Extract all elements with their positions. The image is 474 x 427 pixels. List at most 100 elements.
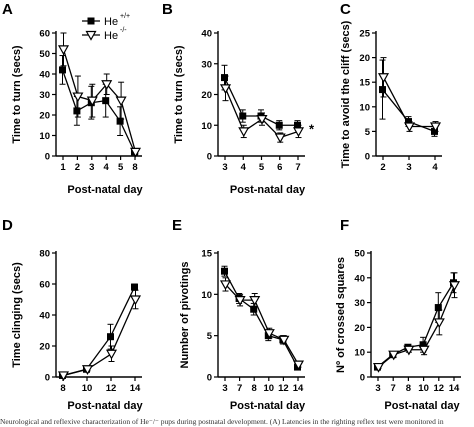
x-tick-label: 4	[104, 162, 110, 173]
y-tick-label: 40	[354, 273, 365, 284]
series-line	[223, 270, 299, 368]
y-axis-title: Time clinging (secs)	[11, 262, 23, 368]
y-tick-label: 0	[45, 152, 50, 163]
marker-triangle-down	[219, 280, 232, 291]
x-tick-label: 14	[293, 383, 304, 394]
marker-triangle-down	[238, 127, 250, 138]
marker-triangle-down	[85, 30, 97, 41]
y-tick-label: 5	[365, 127, 371, 138]
marker-triangle-down	[388, 350, 400, 361]
marker-triangle-down	[448, 281, 461, 291]
y-tick-label: 0	[365, 152, 370, 163]
marker-triangle-down	[429, 122, 442, 133]
x-tick-label: 12	[106, 383, 117, 394]
x-axis-title: Post-natal day	[230, 400, 306, 412]
x-tick-label: 8	[60, 383, 65, 394]
y-tick-label: 20	[354, 323, 365, 334]
series-he-ko	[372, 272, 461, 373]
y-tick-label: 80	[39, 249, 50, 260]
x-tick-label: 7	[295, 162, 300, 173]
legend-sup-wt: +/+	[120, 13, 130, 20]
y-tick-label: 15	[201, 249, 212, 260]
y-tick-label: 40	[201, 29, 212, 40]
panel-letter: D	[2, 217, 13, 234]
x-tick-label: 8	[406, 383, 411, 394]
marker-triangle-down	[433, 318, 445, 329]
x-axis-title: Post-natal day	[384, 400, 460, 412]
marker-triangle-down	[377, 73, 390, 84]
marker-triangle-down	[219, 84, 232, 95]
y-tick-label: 25	[359, 29, 370, 40]
marker-square	[73, 107, 81, 115]
legend-label-ko: He	[104, 30, 118, 42]
y-axis-title: Time to avoid the cliff (secs)	[340, 20, 352, 168]
marker-square	[239, 112, 247, 120]
y-tick-label: 0	[207, 152, 212, 163]
x-tick-label: 10	[418, 383, 429, 394]
panel-letter: A	[2, 1, 13, 18]
marker-triangle-down	[72, 92, 84, 103]
series-he-wt	[374, 272, 457, 371]
x-axis-title: Post-natal day	[67, 400, 143, 412]
y-tick-label: 20	[201, 90, 212, 101]
x-tick-label: 14	[449, 383, 460, 394]
y-tick-label: 10	[201, 290, 212, 301]
marker-triangle-down	[105, 349, 118, 360]
marker-triangle-down	[256, 114, 268, 125]
x-tick-label: 4	[432, 162, 438, 173]
marker-triangle-down	[81, 365, 94, 375]
marker-square	[434, 304, 442, 312]
y-tick-label: 60	[39, 29, 50, 40]
x-tick-label: 3	[375, 383, 380, 394]
x-tick-label: 12	[278, 383, 289, 394]
marker-square	[59, 66, 66, 74]
y-tick-label: 0	[360, 373, 365, 384]
y-tick-label: 10	[39, 131, 50, 142]
panel-letter: E	[172, 217, 182, 234]
marker-triangle-down	[278, 335, 290, 346]
marker-triangle-down	[101, 80, 113, 90]
series-line	[62, 49, 137, 153]
y-tick-label: 0	[207, 373, 212, 384]
panel-b: B 0 10 20 30 40 3 4 5 6 7 Post-natal day Time to tur…	[162, 1, 315, 196]
y-axis-title: Time to turn (secs)	[11, 45, 23, 144]
series-he-ko	[57, 32, 142, 158]
marker-square	[87, 17, 95, 25]
marker-triangle-down	[129, 147, 142, 158]
series-line	[63, 299, 137, 377]
x-tick-label: 6	[277, 162, 282, 173]
y-tick-label: 50	[39, 49, 50, 60]
y-tick-label: 20	[359, 53, 370, 64]
marker-triangle-down	[57, 45, 70, 56]
x-tick-label: 2	[75, 162, 80, 173]
panel-f: F 0 10 20 30 40 50 3 7 8 10 12 14 Post-natal day Nº of…	[335, 217, 461, 412]
x-tick-label: 7	[391, 383, 396, 394]
x-tick-label: 10	[264, 383, 275, 394]
x-tick-label: 8	[252, 383, 257, 394]
series-he-wt	[221, 265, 301, 371]
marker-square	[379, 86, 386, 94]
marker-triangle-down	[234, 296, 246, 306]
series-he-ko	[219, 277, 305, 371]
x-tick-label: 3	[89, 162, 94, 173]
series-he-wt	[59, 55, 138, 156]
y-tick-label: 30	[201, 59, 212, 70]
marker-triangle-down	[292, 360, 305, 371]
x-tick-label: 3	[222, 162, 227, 173]
series-he-ko	[377, 57, 442, 133]
y-tick-label: 10	[359, 102, 370, 113]
y-tick-label: 30	[39, 90, 50, 101]
panel-letter: F	[340, 217, 349, 234]
y-tick-label: 60	[39, 280, 50, 291]
marker-square	[221, 267, 228, 275]
marker-triangle-down	[372, 362, 385, 373]
series-he-ko	[219, 75, 305, 144]
panel-letter: B	[162, 1, 173, 18]
marker-triangle-down	[86, 96, 98, 107]
x-axis-title: Post-natal day	[67, 184, 143, 196]
marker-triangle-down	[403, 122, 416, 133]
y-tick-label: 40	[39, 70, 50, 81]
x-tick-label: 5	[259, 162, 265, 173]
